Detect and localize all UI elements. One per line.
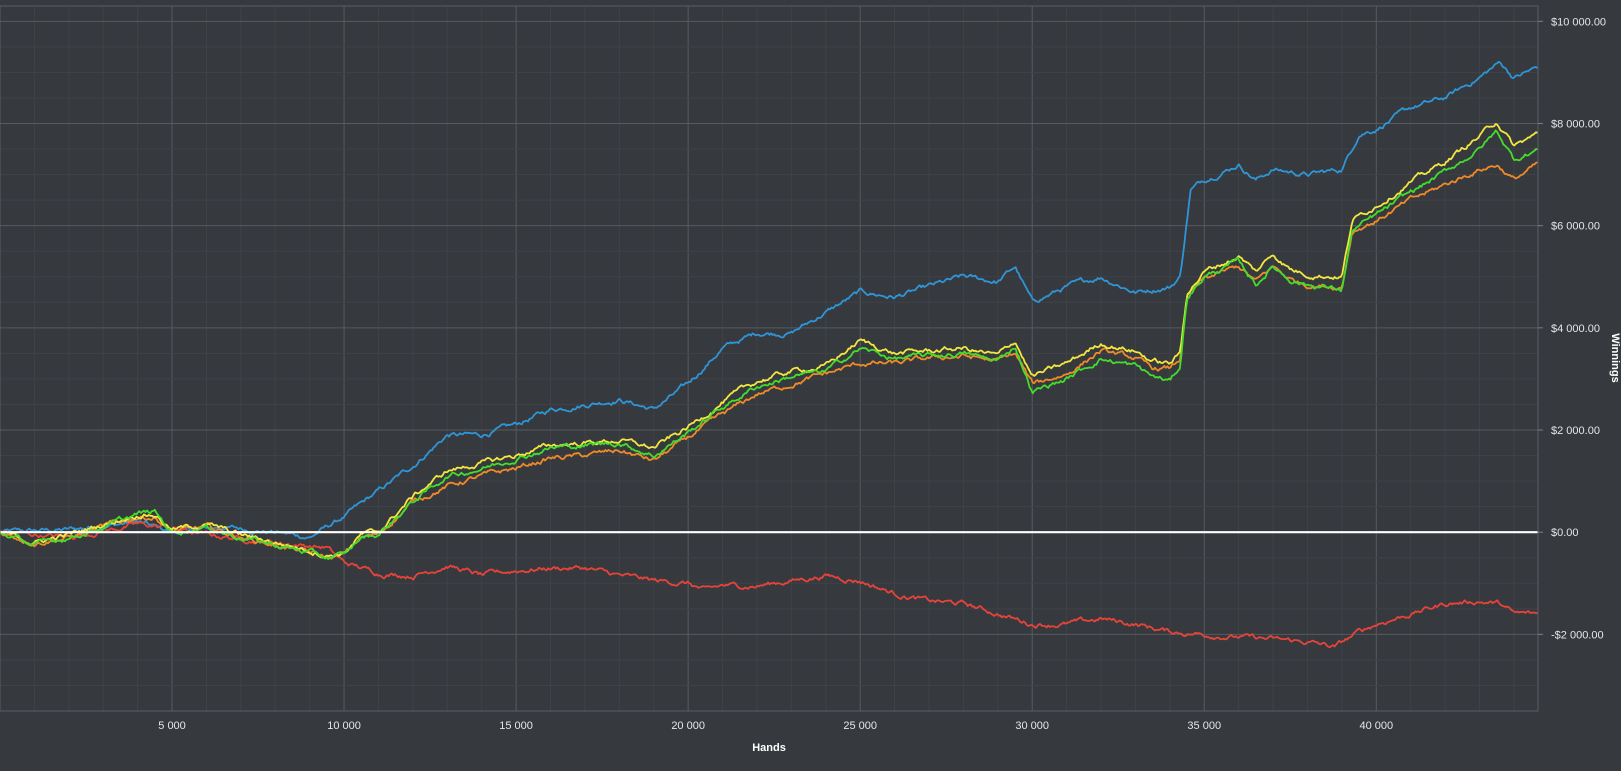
series-line-2 (0, 521, 1538, 649)
x-axis-ticks: 5 000 10 000 15 000 20 000 25 000 30 000 35 00… (158, 720, 1393, 732)
series-line-4 (0, 123, 1538, 559)
y-axis-ticks: -$2 000.00 $0.00 $2 000.00 $4 000.00 $6 000.… (1538, 16, 1606, 641)
x-tick-label: 15 000 (499, 720, 533, 732)
x-tick-label: 20 000 (671, 720, 705, 732)
y-tick-label: -$2 000.00 (1551, 629, 1604, 641)
y-tick-label: $4 000.00 (1551, 323, 1600, 335)
y-tick-label: $6 000.00 (1551, 221, 1600, 233)
x-tick-label: 40 000 (1359, 720, 1393, 732)
grid (0, 6, 1538, 711)
y-tick-label: $2 000.00 (1551, 425, 1600, 437)
series-line-5 (0, 129, 1538, 560)
y-tick-label: $8 000.00 (1551, 119, 1600, 131)
x-tick-label: 5 000 (158, 720, 186, 732)
x-tick-label: 35 000 (1187, 720, 1221, 732)
y-tick-label: $10 000.00 (1551, 16, 1606, 28)
y-tick-label: $0.00 (1551, 527, 1579, 539)
x-tick-label: 10 000 (327, 720, 361, 732)
x-axis-title: Hands (752, 742, 786, 754)
x-tick-label: 25 000 (843, 720, 877, 732)
y-axis-title: Winnings (1609, 333, 1621, 382)
x-tick-label: 30 000 (1015, 720, 1049, 732)
